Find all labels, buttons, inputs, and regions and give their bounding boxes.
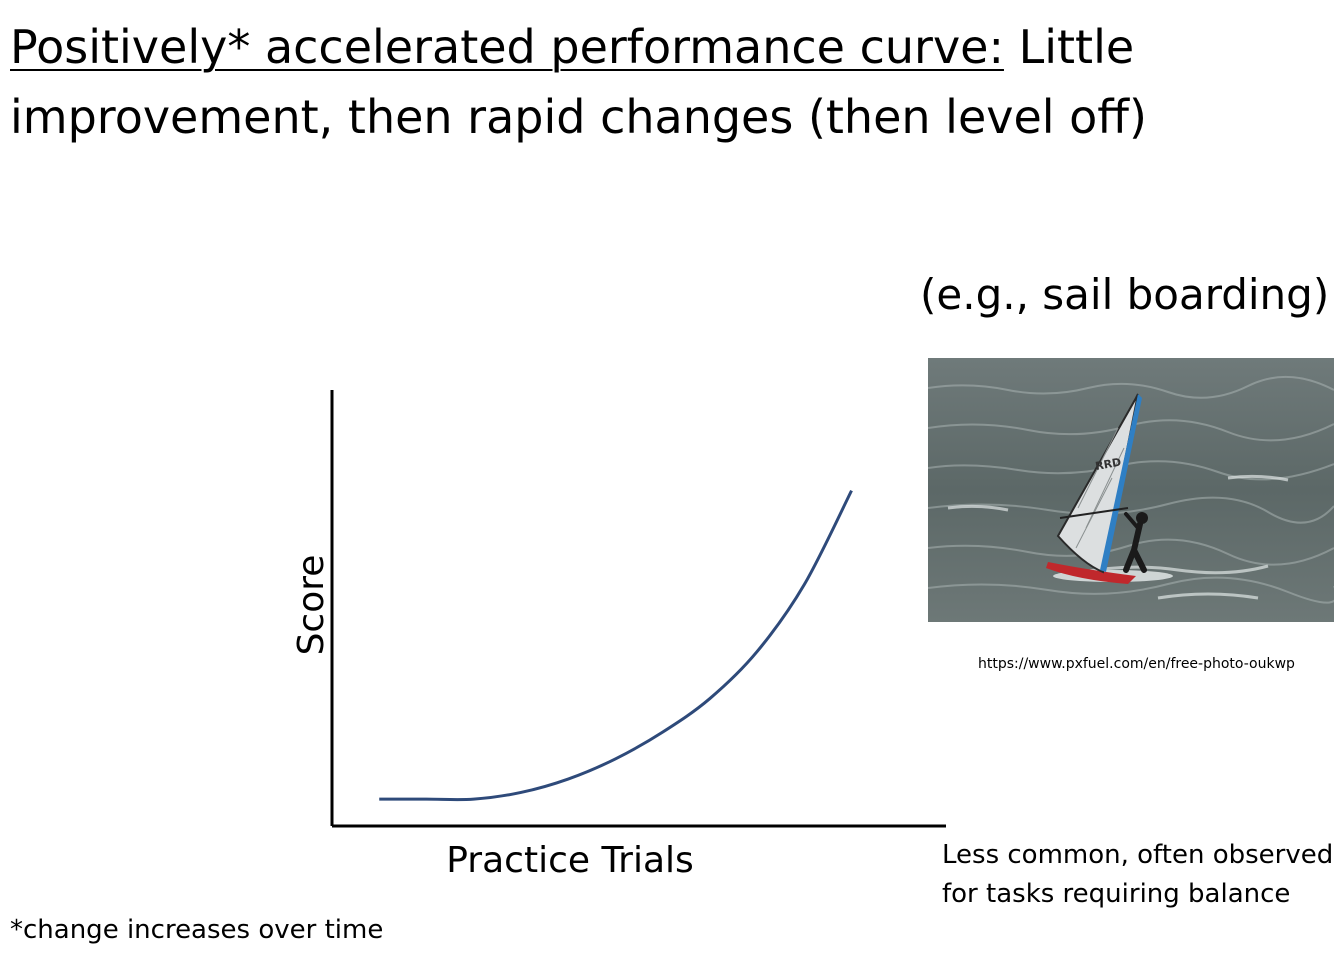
example-label: (e.g., sail boarding) (920, 270, 1330, 319)
x-axis-label: Practice Trials (446, 840, 694, 881)
performance-curve-chart (330, 390, 946, 828)
slide-title: Positively* accelerated performance curv… (10, 12, 1320, 152)
sail-logo: RRD (1094, 456, 1122, 473)
windsurfing-photo: RRD (928, 358, 1334, 622)
footnote: *change increases over time (10, 915, 384, 945)
windsurfer-illustration: RRD (928, 358, 1334, 622)
y-axis-label-text: Score (291, 554, 332, 656)
y-axis-label: Score (282, 555, 342, 656)
title-underlined: Positively* accelerated performance curv… (10, 20, 1004, 74)
note-text: Less common, often observed for tasks re… (942, 840, 1334, 909)
score-curve (379, 489, 853, 802)
title-rest: Little improvement, then rapid changes (… (10, 20, 1147, 144)
photo-credit: https://www.pxfuel.com/en/free-photo-ouk… (978, 656, 1295, 672)
